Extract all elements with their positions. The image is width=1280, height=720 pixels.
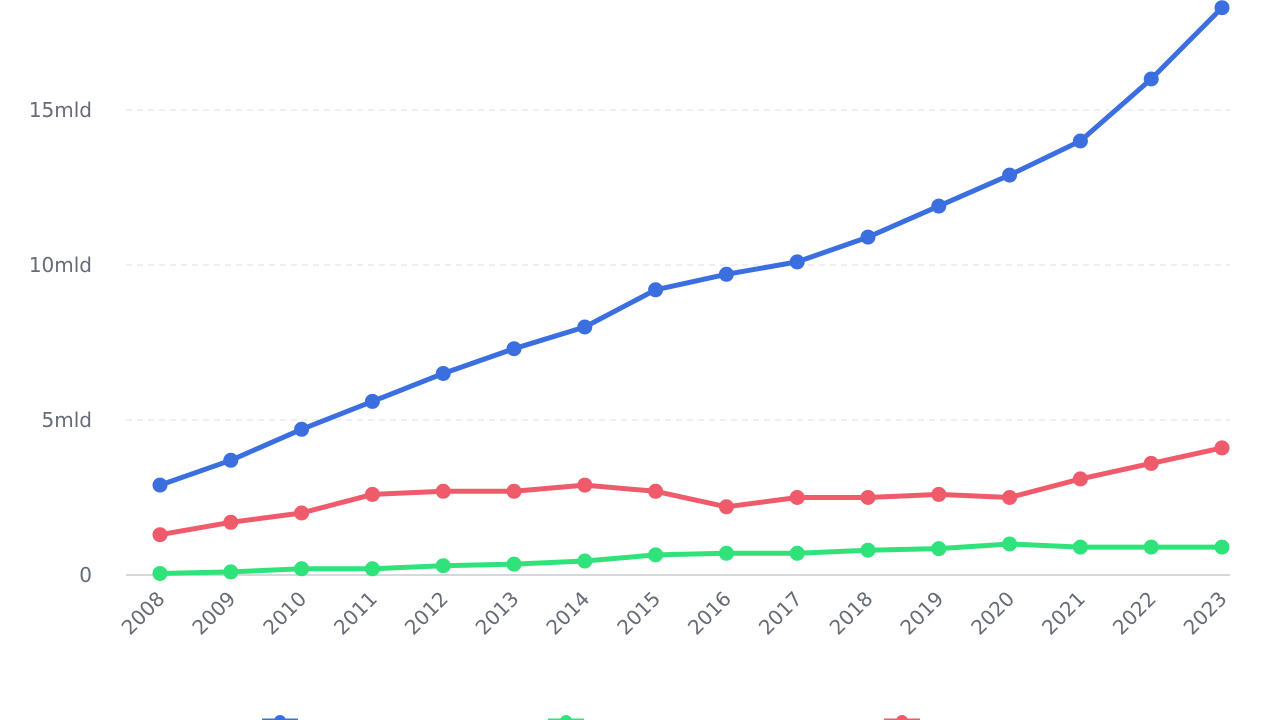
data-point-green[interactable]	[1072, 539, 1088, 555]
x-tick-label: 2009	[187, 587, 240, 640]
data-point-red[interactable]	[294, 505, 310, 521]
y-axis-ticks: 0 5mld 10mld 15mld	[29, 98, 92, 587]
data-point-green[interactable]	[223, 564, 239, 580]
x-tick-label: 2013	[471, 587, 524, 640]
series-line-red	[157, 445, 1225, 538]
x-tick-label: 2021	[1037, 587, 1090, 640]
data-point-green[interactable]	[1214, 539, 1230, 555]
x-tick-label: 2015	[612, 587, 665, 640]
x-tick-label: 2018	[825, 587, 878, 640]
y-tick-label: 0	[79, 563, 92, 587]
data-point-green[interactable]	[789, 545, 805, 561]
x-tick-label: 2011	[329, 587, 382, 640]
data-point-green[interactable]	[931, 541, 947, 557]
data-point-blue[interactable]	[860, 229, 876, 245]
data-point-blue[interactable]	[1002, 167, 1018, 183]
data-point-red[interactable]	[648, 483, 664, 499]
x-tick-label: 2023	[1179, 587, 1232, 640]
x-tick-label: 2019	[895, 587, 948, 640]
series-green	[152, 536, 1230, 581]
x-tick-label: 2014	[541, 587, 594, 640]
data-point-green[interactable]	[294, 561, 310, 577]
x-tick-label: 2016	[683, 587, 736, 640]
data-point-blue[interactable]	[152, 477, 168, 493]
data-point-red[interactable]	[1072, 471, 1088, 487]
data-point-red[interactable]	[364, 486, 380, 502]
data-point-green[interactable]	[435, 558, 451, 574]
data-point-red[interactable]	[152, 527, 168, 543]
data-point-red[interactable]	[1214, 440, 1230, 456]
data-point-blue[interactable]	[364, 393, 380, 409]
data-point-green[interactable]	[718, 545, 734, 561]
x-tick-label: 2022	[1108, 587, 1161, 640]
data-point-red[interactable]	[577, 477, 593, 493]
data-point-red[interactable]	[1002, 490, 1018, 505]
legend-dot-red	[896, 715, 908, 720]
data-point-red[interactable]	[435, 483, 451, 499]
data-point-red[interactable]	[789, 490, 805, 505]
data-point-red[interactable]	[223, 514, 239, 530]
data-point-blue[interactable]	[435, 366, 451, 381]
data-point-green[interactable]	[152, 565, 168, 581]
series-red	[152, 440, 1230, 543]
series-blue	[152, 0, 1230, 493]
data-point-green[interactable]	[648, 547, 664, 563]
series-layer	[152, 0, 1230, 581]
series-line-green	[157, 541, 1225, 576]
data-point-blue[interactable]	[1072, 133, 1088, 149]
legend	[262, 715, 920, 720]
x-tick-label: 2017	[754, 587, 807, 640]
x-tick-label: 2008	[117, 587, 170, 640]
data-point-blue[interactable]	[506, 341, 522, 357]
data-point-red[interactable]	[718, 499, 734, 515]
data-point-green[interactable]	[1143, 539, 1159, 555]
data-point-blue[interactable]	[1214, 0, 1230, 16]
y-tick-label: 10mld	[29, 253, 92, 277]
data-point-blue[interactable]	[789, 254, 805, 270]
legend-dot-blue	[274, 715, 286, 720]
data-point-blue[interactable]	[1143, 71, 1159, 87]
data-point-red[interactable]	[860, 490, 876, 505]
y-tick-label: 15mld	[29, 98, 92, 122]
data-point-green[interactable]	[1002, 536, 1018, 552]
data-point-green[interactable]	[860, 542, 876, 558]
series-line-blue	[157, 5, 1225, 488]
grid-layer	[126, 109, 1230, 576]
x-tick-label: 2020	[966, 587, 1019, 640]
data-point-green[interactable]	[577, 553, 593, 569]
data-point-blue[interactable]	[718, 266, 734, 282]
data-point-red[interactable]	[931, 486, 947, 502]
x-tick-label: 2010	[258, 587, 311, 640]
data-point-blue[interactable]	[577, 319, 593, 335]
data-point-green[interactable]	[506, 556, 522, 572]
data-point-red[interactable]	[1143, 455, 1159, 471]
legend-dot-green	[560, 715, 572, 720]
data-point-blue[interactable]	[223, 452, 239, 468]
data-point-blue[interactable]	[294, 421, 310, 437]
x-tick-label: 2012	[400, 587, 453, 640]
data-point-red[interactable]	[506, 483, 522, 499]
data-point-green[interactable]	[364, 561, 380, 577]
x-axis-ticks: 2008 2009 2010 2011 2012 2013 2014 2015 2016 2017…	[117, 587, 1232, 640]
data-point-blue[interactable]	[648, 282, 664, 298]
data-point-blue[interactable]	[931, 198, 947, 214]
y-tick-label: 5mld	[42, 408, 92, 432]
